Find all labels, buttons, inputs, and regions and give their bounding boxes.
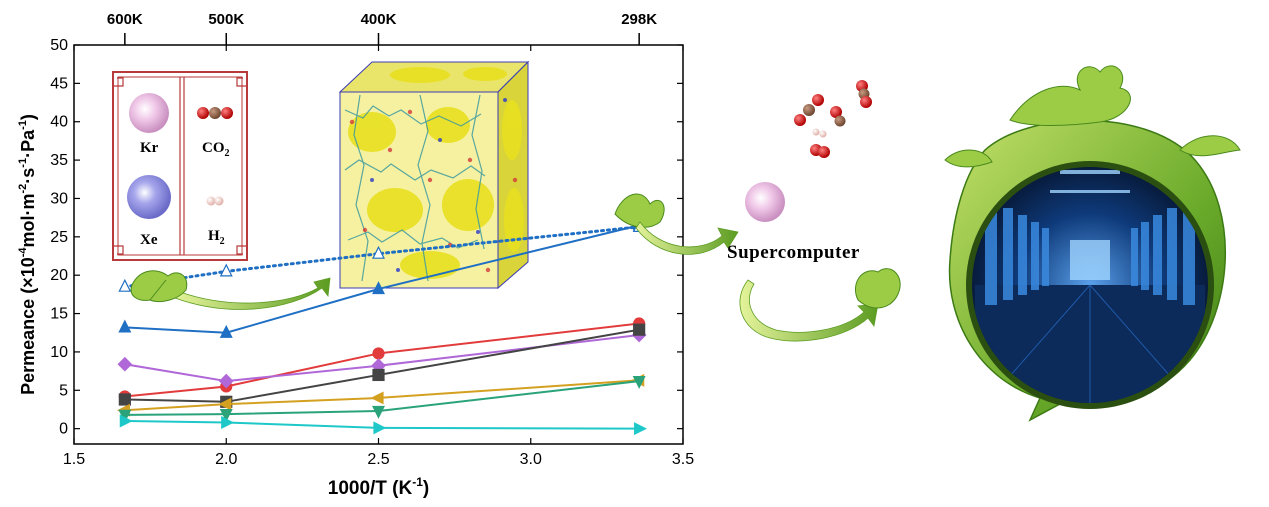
series-line [124,379,640,412]
series-line [124,224,640,334]
y-tick-label: 45 [50,75,68,92]
top-tick-label: 298K [621,11,657,28]
y-tick-label: 35 [50,152,68,169]
data-point [221,416,235,429]
y-tick-label: 15 [50,306,68,323]
data-point [373,421,387,435]
top-tick-label: 600K [107,11,143,28]
data-point [372,347,385,360]
y-tick-label: 30 [50,190,68,207]
series-line [124,328,640,403]
leaf-arrow-left [130,270,331,310]
series-line [124,380,640,416]
series-line [124,322,640,398]
y-tick-label: 0 [59,421,68,438]
molecules-cluster [745,80,872,222]
legend-co2-label: CO2 [202,140,230,159]
co2-molecule-icon [197,107,233,119]
data-point [219,324,233,338]
series-6 [118,375,646,423]
leaf-arrow-top [614,193,739,255]
legend-xe-label: Xe [140,232,158,248]
legend-kr-label: Kr [140,140,159,156]
data-point [117,356,133,372]
x-axis-label: 1000/T (K-1) [328,475,429,499]
top-tick-label: 400K [361,11,397,28]
data-point [218,397,232,411]
data-point [634,422,647,436]
data-point [633,323,646,336]
krypton-atom-icon [129,93,169,133]
h2-molecule-icon [206,196,224,206]
data-point [632,375,646,389]
series-line [124,419,640,430]
y-tick-label: 25 [50,229,68,246]
y-tick-label: 20 [50,267,68,284]
data-point [219,408,233,422]
xenon-atom-icon [127,175,171,219]
data-point [118,393,131,406]
y-tick-label: 5 [59,382,68,399]
y-axis-label: Permeance (×10-4mol·m-2·s-1·Pa-1) [17,114,38,395]
y-tick-label: 50 [50,37,68,54]
data-point [372,368,385,382]
mof-structure-illustration [338,60,530,290]
legend-h2-label: H2 [208,228,225,247]
supercomputer-ring-icon [944,65,1241,422]
data-point [218,373,234,389]
leaf-arrow-bottom [739,268,901,342]
x-tick-label: 3.5 [672,451,694,468]
data-point [219,263,233,277]
data-point [372,281,385,295]
data-series [117,217,647,436]
y-tick-label: 40 [50,114,68,131]
series-line [124,334,640,383]
y-tick-label: 10 [50,344,68,361]
data-point [118,319,132,333]
data-point [372,245,385,259]
series-7 [119,414,647,436]
top-tick-label: 500K [208,11,244,28]
molecule-legend: Kr Xe CO2 H2 [112,71,248,261]
data-point [119,414,133,428]
series-4 [118,323,646,408]
data-point [372,405,385,419]
x-tick-label: 2.5 [367,451,389,468]
x-tick-label: 2.0 [215,451,237,468]
x-tick-label: 1.5 [63,451,85,468]
supercomputer-label: Supercomputer [727,242,860,263]
x-tick-label: 3.0 [520,451,542,468]
data-point [370,391,384,405]
data-point [118,278,132,292]
series-0 [118,217,646,338]
axis-ticks: 1.5 2.0 2.5 3.0 3.5 0 5 10 15 20 25 30 35 40 45 50 600K 5… [17,11,694,499]
